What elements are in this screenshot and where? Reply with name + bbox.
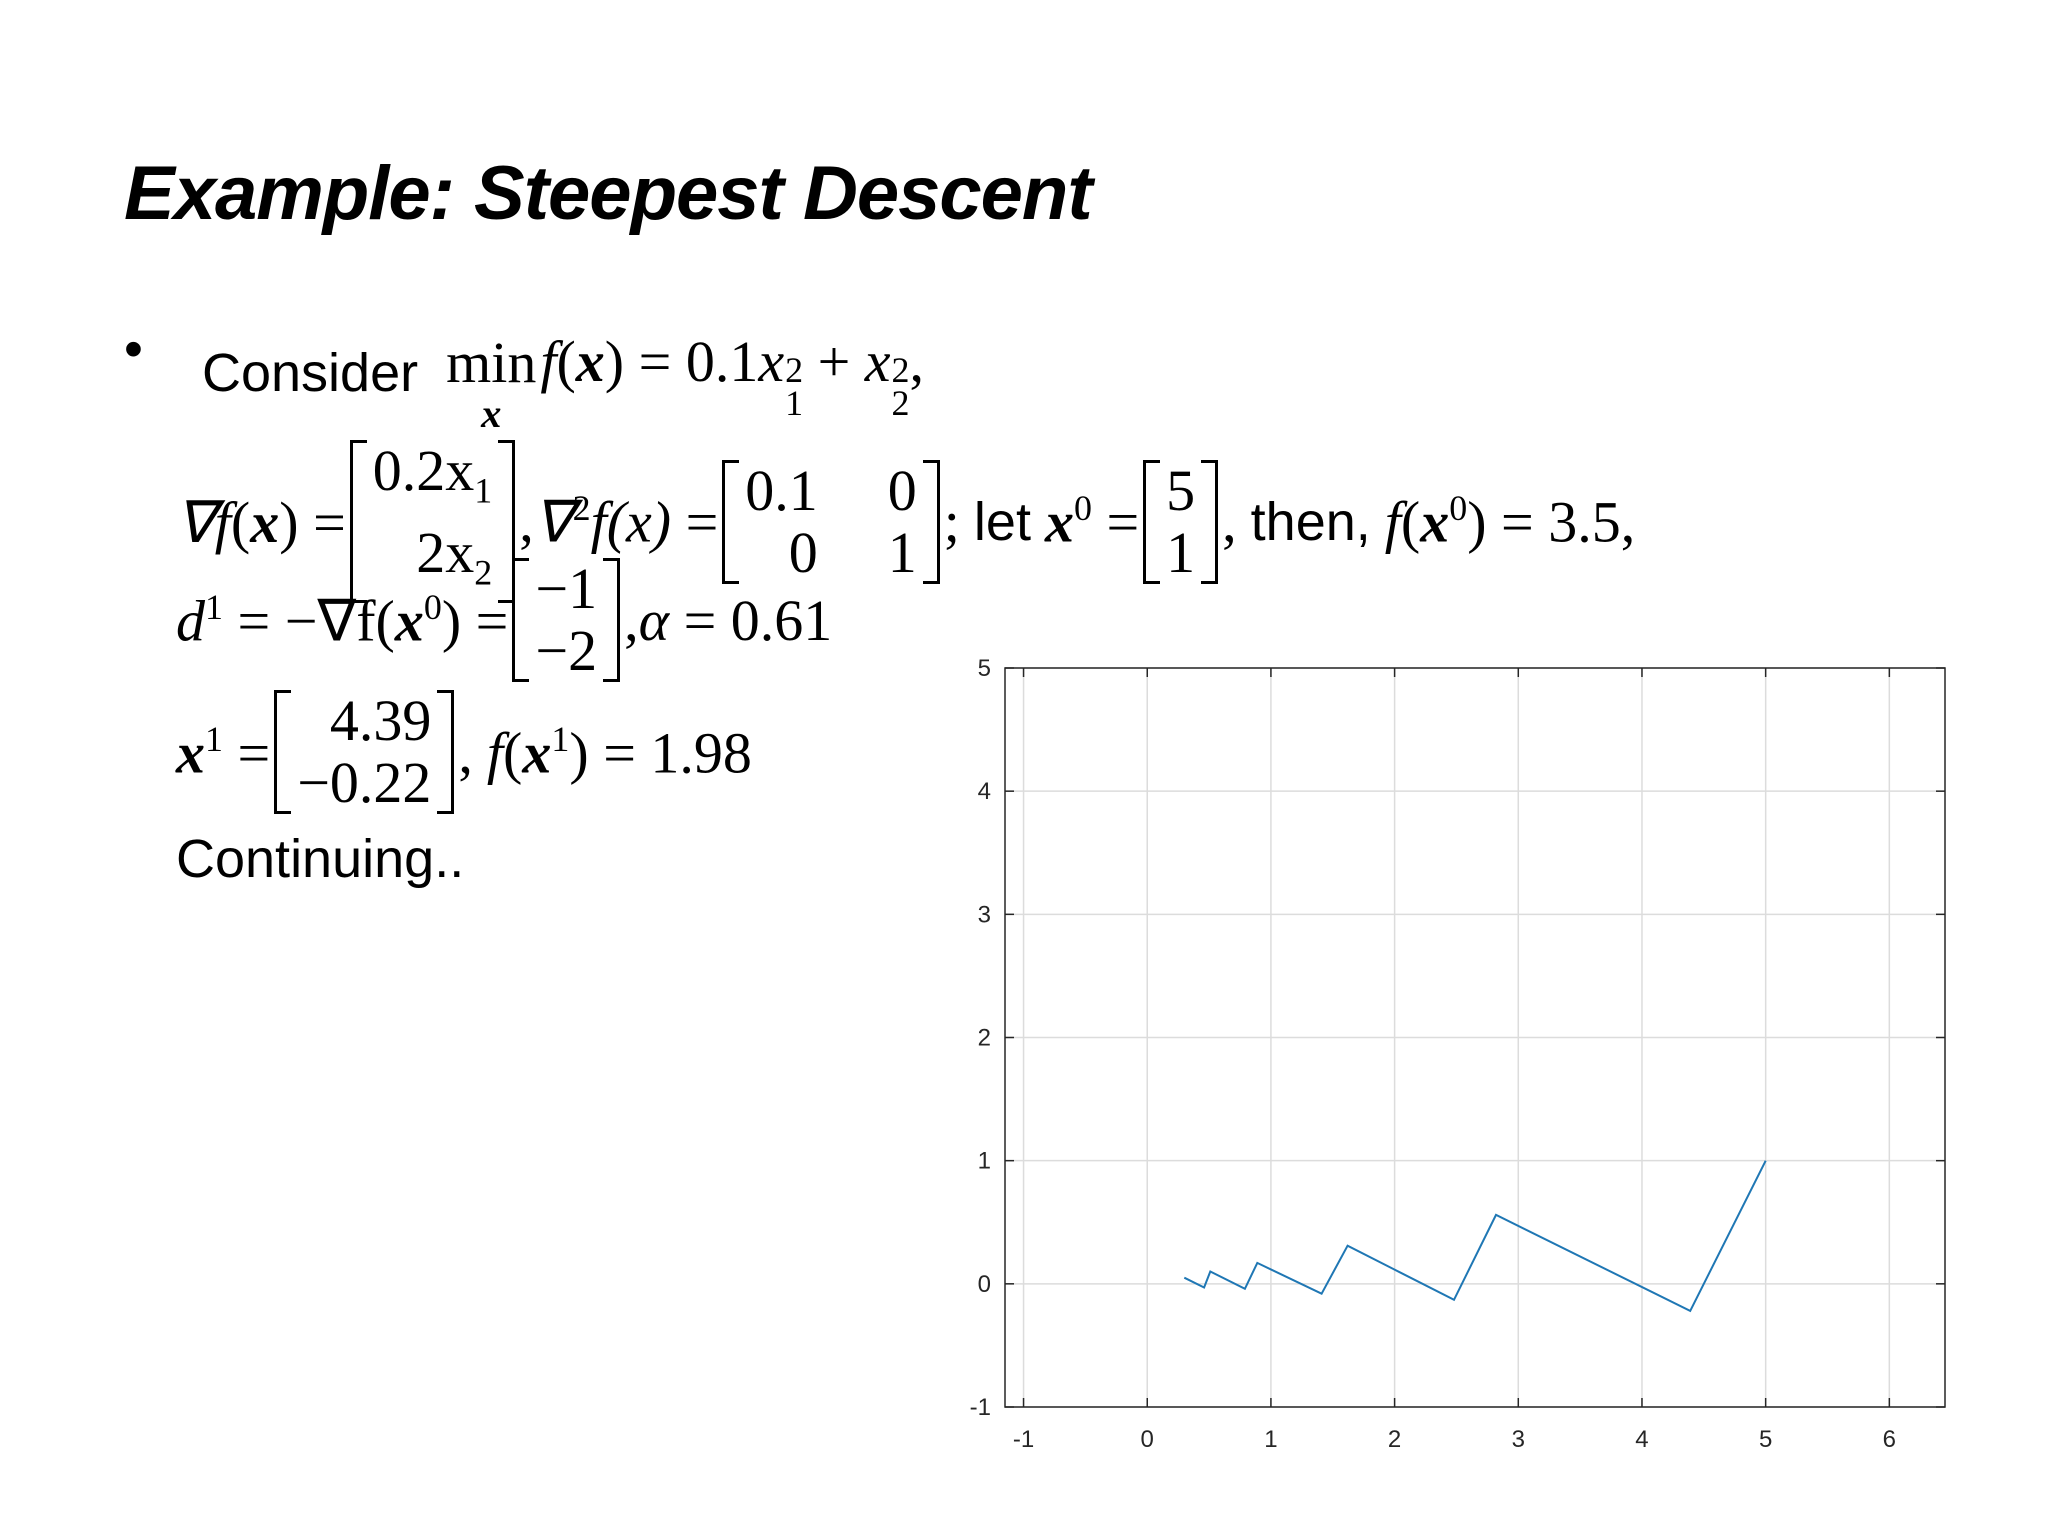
initial-value: f(x0) = 3.5, (1384, 488, 1636, 555)
direction-line: d1 = −∇f(x0) = −1 −2 ,α = 0.61 (176, 558, 832, 682)
x-tick-label: -1 (1013, 1426, 1034, 1453)
slide-title: Example: Steepest Descent (124, 151, 1093, 236)
let-comma: , (1222, 489, 1237, 555)
initial-point-lhs: x0 = (1044, 488, 1140, 555)
continuing-text: Continuing.. (176, 829, 465, 889)
y-tick-label: 4 (978, 778, 991, 805)
min-operator: min x (446, 330, 537, 436)
then-label: then, (1250, 491, 1371, 552)
y-tick-label: 1 (978, 1148, 991, 1175)
direction-vector: −1 −2 (512, 558, 621, 682)
descent-path-line (1183, 1160, 1767, 1313)
y-tick-label: -1 (970, 1394, 991, 1421)
x-tick-label: 1 (1264, 1426, 1277, 1453)
hessian-lhs: ∇2f(x) = (533, 488, 719, 555)
gradient-lhs: ∇f(x) = (176, 489, 346, 555)
first-iterate-line: x1 = 4.39 −0.22 , f(x1) = 1.98 (176, 690, 752, 814)
gradient-comma: , (519, 489, 534, 555)
iterate-lhs: x1 = (176, 718, 271, 786)
iterate-vector: 4.39 −0.22 (274, 690, 455, 814)
x-tick-label: 3 (1512, 1426, 1525, 1453)
x-tick-label: 6 (1883, 1426, 1896, 1453)
iterate-value: , f(x1) = 1.98 (458, 718, 752, 786)
gradient-vector: 0.2x1 2x2 (349, 440, 516, 604)
direction-lhs: d1 = −∇f(x0) = (176, 586, 509, 654)
y-tick-label: 0 (978, 1271, 991, 1298)
x-tick-label: 4 (1635, 1426, 1648, 1453)
hessian-semicolon: ; (943, 489, 960, 555)
step-size: ,α = 0.61 (624, 587, 833, 653)
y-tick-label: 2 (978, 1025, 991, 1052)
let-label: let (973, 491, 1031, 552)
consider-label: Consider (202, 343, 419, 404)
bullet-marker: • (124, 319, 143, 379)
x-tick-label: 5 (1759, 1426, 1772, 1453)
initial-point-vector: 5 1 (1143, 459, 1219, 584)
x-tick-label: 2 (1388, 1426, 1401, 1453)
y-tick-label: 5 (978, 655, 991, 682)
y-tick-label: 3 (978, 901, 991, 928)
x-tick-label: 0 (1141, 1426, 1154, 1453)
